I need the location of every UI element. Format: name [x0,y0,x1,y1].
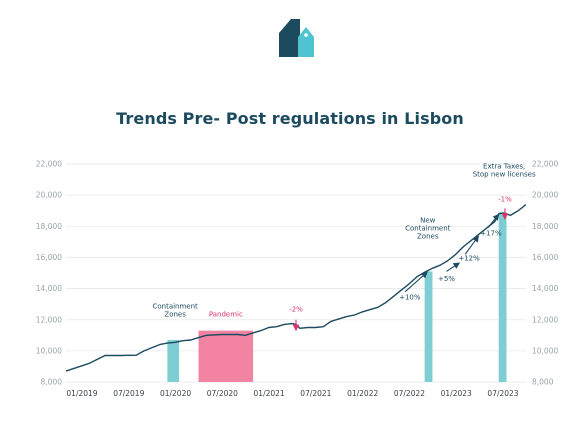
logo-dark-house-icon [279,19,300,57]
pandemic-band [198,330,254,382]
x-tick-label: 07/2022 [394,389,425,398]
trend-arrow [446,262,461,272]
annotation-label: -1% [498,195,512,203]
logo-light-tag-icon [298,27,314,57]
x-tick-label: 01/2020 [160,389,191,398]
grid-lines [66,163,526,383]
containment-band [167,339,180,382]
annotation-label: Pandemic [209,311,243,319]
y-tick-label-right: 20,000 [532,191,558,200]
x-tick-label: 07/2023 [487,389,518,398]
annotation-label: New [420,216,436,224]
x-tick-label: 01/2019 [66,389,97,398]
y-tick-label-right: 12,000 [532,315,558,324]
y-tick-label-left: 20,000 [36,191,62,200]
x-tick-label: 07/2019 [113,389,144,398]
y-tick-label-left: 12,000 [36,315,62,324]
trend-arrows [292,208,509,332]
annotation-label: +5% [438,275,455,283]
annotation-label: +12% [458,255,480,263]
series-line [65,203,527,372]
axis-labels: 8,000 8,000 10,000 10,000 12,000 12,000 14,000… [36,160,559,398]
annotation-label: -2% [289,305,303,313]
annotation-label: Extra Taxes, [483,162,525,170]
annotation-label: Zones [417,233,439,241]
y-tick-label-right: 8,000 [532,378,554,387]
y-tick-label-left: 18,000 [36,222,62,231]
y-tick-label-left: 16,000 [36,253,62,262]
trend-arrow [404,271,428,293]
x-tick-label: 07/2021 [300,389,331,398]
y-tick-label-left: 22,000 [36,160,62,169]
event-bands [167,212,507,382]
annotation-label: Zones [164,311,186,319]
chart-title: Trends Pre- Post regulations in Lisbon [116,109,464,128]
trend-arrow [464,235,479,255]
containment-band [424,271,433,382]
x-tick-label: 01/2023 [441,389,472,398]
annotation-label: Containment [405,225,451,233]
annotation-label: Containment [152,302,198,310]
x-tick-label: 07/2020 [207,389,238,398]
y-tick-label-right: 14,000 [532,284,558,293]
y-tick-label-left: 14,000 [36,284,62,293]
y-tick-label-left: 10,000 [36,346,62,355]
containment-band [498,212,507,382]
annotation-label: +17% [480,230,502,238]
y-tick-label-right: 10,000 [532,346,558,355]
x-tick-label: 01/2021 [254,389,285,398]
y-tick-label-right: 16,000 [532,253,558,262]
trend-arrow [487,213,500,229]
price-series [65,203,527,372]
y-tick-label-left: 8,000 [41,378,63,387]
y-tick-label-right: 22,000 [532,160,558,169]
y-tick-label-right: 18,000 [532,222,558,231]
annotation-label: +10% [399,293,421,301]
x-tick-label: 01/2022 [347,389,378,398]
brand-logo-icon [279,19,314,57]
annotation-label: Stop new licenses [473,170,536,178]
